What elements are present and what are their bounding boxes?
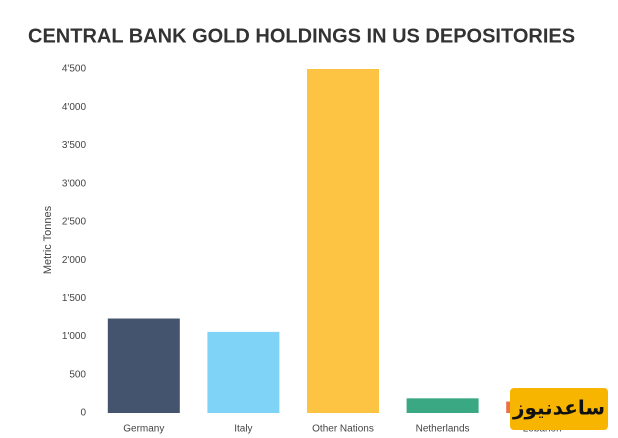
x-tick-label: Italy: [234, 424, 252, 435]
bar: [406, 398, 479, 413]
chart-title: CENTRAL BANK GOLD HOLDINGS IN US DEPOSIT…: [28, 25, 575, 47]
bar: [107, 318, 180, 413]
x-tick-label: Other Nations: [312, 424, 374, 435]
y-tick-label: 3'500: [62, 140, 87, 151]
y-tick-label: 4'500: [62, 64, 87, 75]
bar: [207, 331, 280, 413]
y-tick-label: 0: [80, 408, 86, 419]
y-tick-label: 500: [69, 369, 86, 380]
bar: [307, 69, 379, 413]
y-tick-label: 2'000: [62, 255, 87, 266]
watermark: ساعدنیوز: [512, 396, 605, 420]
y-tick-label: 1'000: [62, 331, 87, 342]
y-tick-label: 4'000: [62, 102, 87, 113]
y-tick-label: 1'500: [62, 293, 87, 304]
x-tick-label: Germany: [123, 424, 164, 435]
watermark-box: [510, 388, 608, 430]
x-tick-label: Netherlands: [416, 424, 470, 435]
y-axis-label: Metric Tonnes: [42, 205, 54, 274]
y-tick-label: 3'000: [62, 178, 87, 189]
y-tick-label: 2'500: [62, 217, 87, 228]
